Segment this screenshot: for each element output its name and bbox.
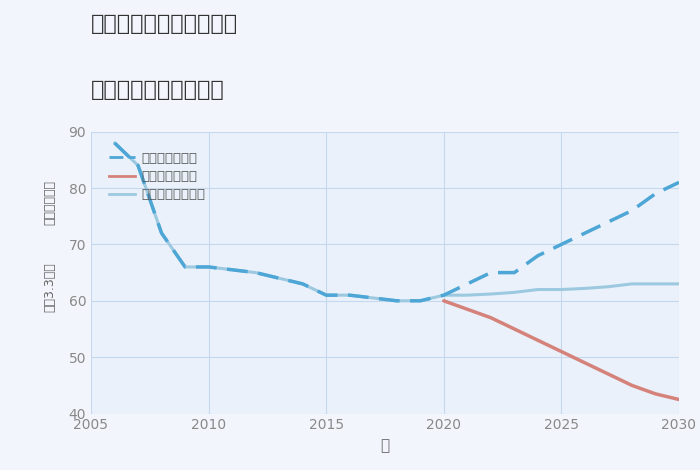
Text: 三重県津市久居烏木町の: 三重県津市久居烏木町の: [91, 14, 238, 34]
Text: 単価（万円）: 単価（万円）: [43, 180, 56, 225]
Text: 中古戸建ての価格推移: 中古戸建ての価格推移: [91, 80, 225, 100]
Legend: グッドシナリオ, バッドシナリオ, ノーマルシナリオ: グッドシナリオ, バッドシナリオ, ノーマルシナリオ: [104, 147, 211, 207]
X-axis label: 年: 年: [380, 438, 390, 453]
Text: 坪（3.3㎡）: 坪（3.3㎡）: [43, 262, 56, 312]
